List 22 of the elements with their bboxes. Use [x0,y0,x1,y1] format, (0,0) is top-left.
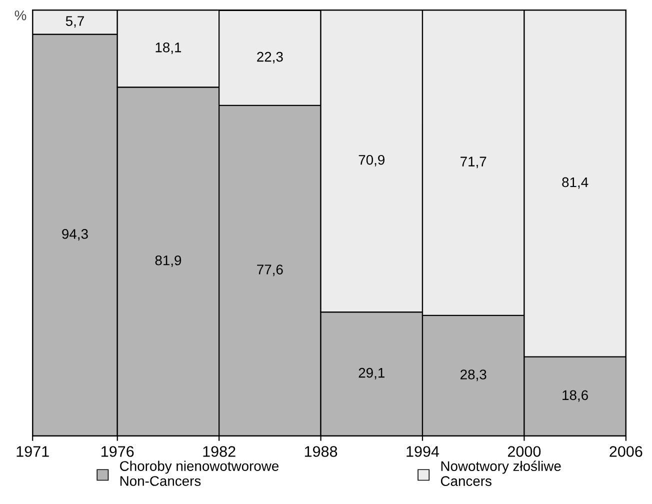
x-tick-label: 1971 [16,446,49,457]
data-label: 70,9 [358,154,384,166]
x-tick-label: 1988 [304,446,338,457]
x-tick-label: 2000 [508,446,541,457]
data-label: 22,3 [257,52,283,64]
data-label: 18,6 [562,390,588,402]
data-label: 28,3 [460,370,486,382]
x-tick-label: 2006 [610,446,642,457]
x-tick-label: 1982 [203,446,236,457]
y-axis-title: % [14,10,26,20]
x-tick-label: 1976 [102,446,134,457]
data-label: 71,7 [460,156,486,168]
data-label: 81,9 [155,255,182,267]
legend-label: Nowotwory złośliwe Cancers [440,460,561,486]
legend-label: Choroby nienowotworowe Non-Cancers [120,460,279,486]
data-label: 77,6 [257,264,283,276]
data-label: 18,1 [156,42,182,54]
data-label: 5,7 [66,16,84,28]
x-tick-label: 1994 [406,446,440,457]
data-label: 81,4 [562,177,588,189]
data-label: 94,3 [62,229,88,241]
data-label: 29,1 [358,368,384,380]
